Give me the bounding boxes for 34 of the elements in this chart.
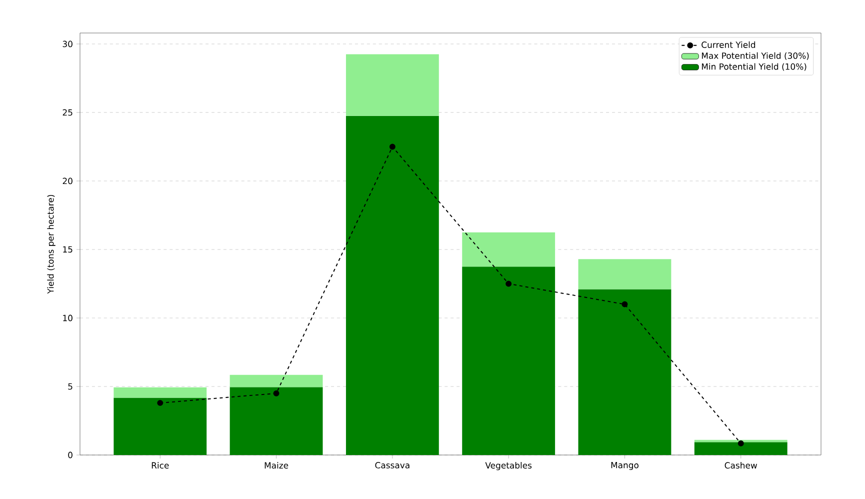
point — [157, 400, 164, 406]
point — [738, 440, 744, 446]
bar — [346, 54, 439, 116]
bar — [462, 232, 556, 267]
y-tick-label: 10 — [63, 314, 72, 322]
point — [622, 301, 628, 308]
bar — [462, 266, 556, 455]
x-tick-label: Vegetables — [485, 462, 532, 470]
bar — [578, 289, 672, 455]
y-tick-label: 30 — [62, 40, 72, 48]
legend-label: Max Potential Yield (30%) — [702, 52, 809, 60]
bar — [230, 374, 323, 388]
y-tick-label: 20 — [62, 178, 72, 184]
bar — [694, 442, 788, 455]
x-tick-label: Maize — [264, 462, 288, 469]
legend-label: Current Yield — [702, 41, 756, 48]
x-tick-label: Cashew — [724, 462, 758, 469]
x-tick-label: Rice — [152, 462, 169, 469]
x-tick-label: Mango — [611, 462, 638, 470]
bar — [114, 398, 207, 455]
y-tick-label: 0 — [68, 452, 72, 458]
bar — [346, 116, 439, 455]
point — [389, 144, 396, 150]
y-axis-title: Yield (tons per hectare) — [47, 194, 56, 294]
legend-label: Min Potential Yield (10%) — [702, 63, 806, 71]
bar — [230, 387, 323, 455]
point — [506, 280, 512, 287]
x-tick-label: Cassava — [375, 462, 410, 468]
y-tick-label: 25 — [62, 109, 72, 116]
y-tick-label: 5 — [68, 383, 72, 390]
point — [273, 390, 280, 396]
y-tick-label: 15 — [63, 246, 72, 253]
bar — [114, 387, 207, 398]
bar — [578, 259, 672, 290]
